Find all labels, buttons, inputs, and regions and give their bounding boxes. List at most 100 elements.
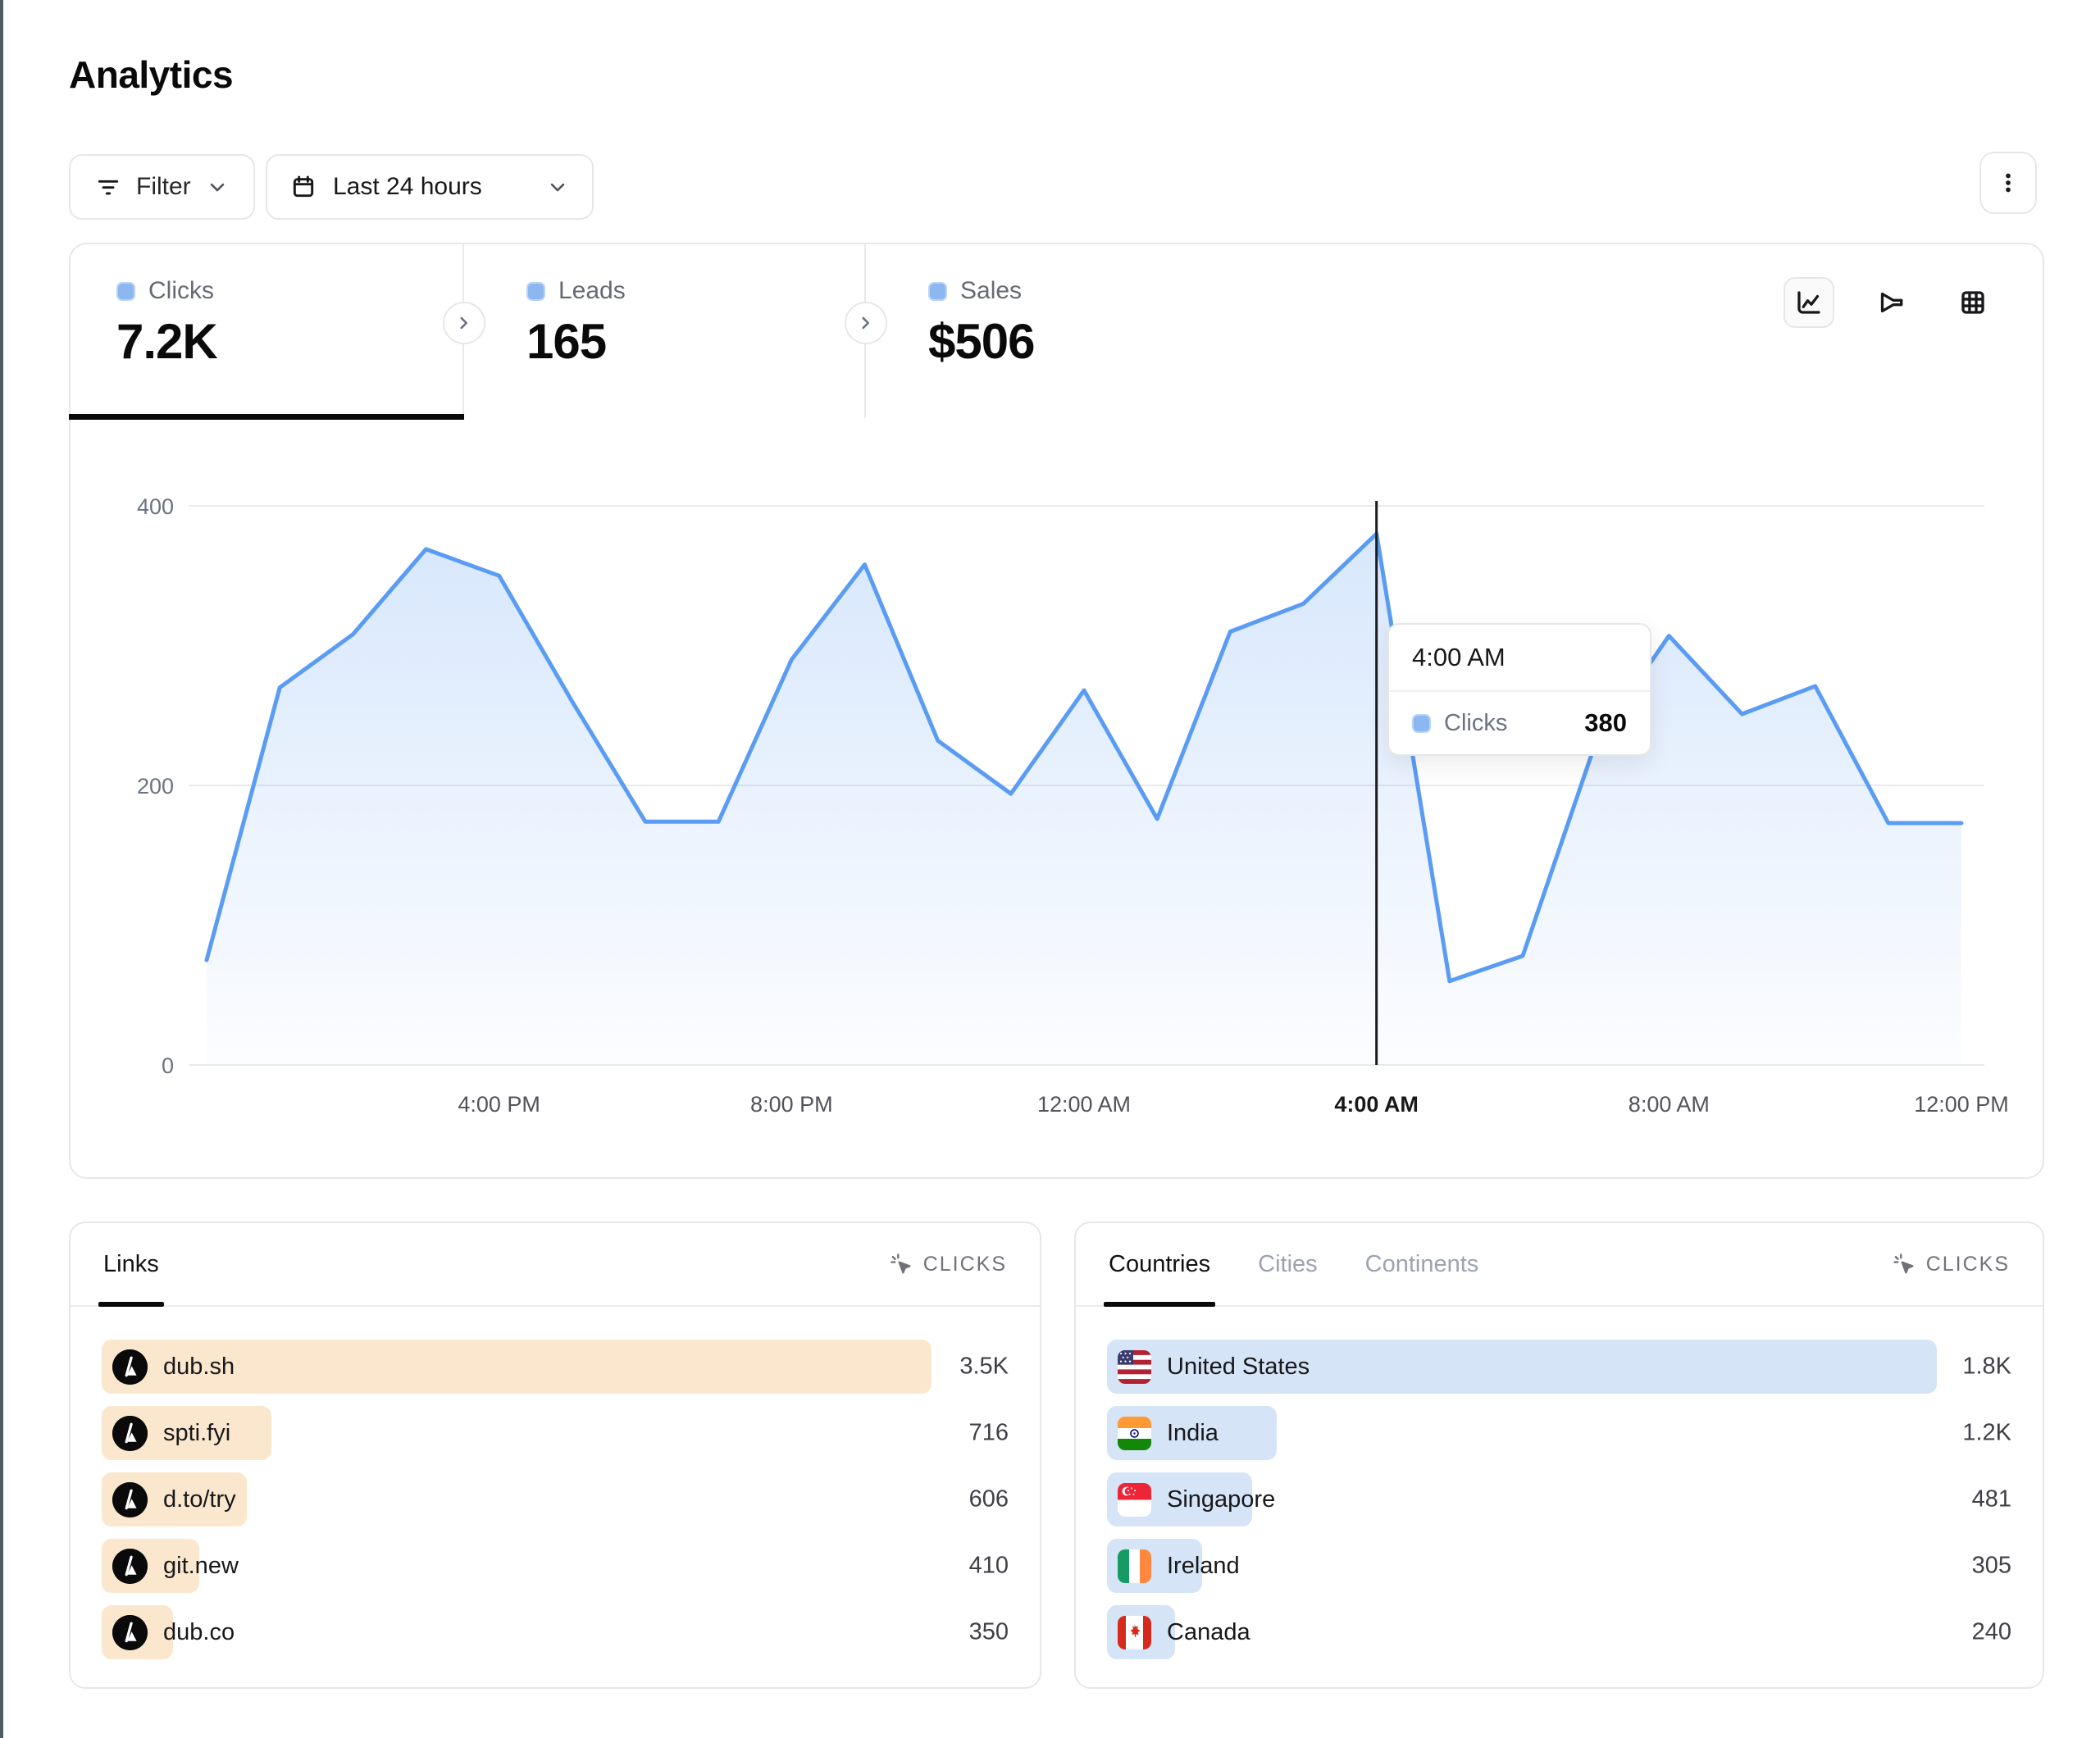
country-label: India [1167, 1419, 1219, 1446]
country-clicks-value: 240 [1971, 1618, 2011, 1645]
tooltip-value: 380 [1584, 708, 1627, 737]
country-row[interactable]: United States 1.8K [1107, 1340, 2011, 1394]
tooltip-clicks-swatch [1412, 713, 1431, 733]
filter-button-label: Filter [136, 173, 191, 200]
link-row[interactable]: d.to/try 606 [102, 1472, 1009, 1526]
link-clicks-value: 3.5K [959, 1353, 1009, 1380]
svg-text:8:00 PM: 8:00 PM [750, 1092, 833, 1117]
links-panel: Links CLICKS dub.sh [69, 1222, 1041, 1689]
line-chart-view-button[interactable] [1783, 277, 1834, 328]
link-row[interactable]: dub.sh 3.5K [102, 1340, 1009, 1394]
country-clicks-value: 1.8K [1962, 1353, 2011, 1380]
stat-tab-clicks[interactable]: Clicks 7.2K [69, 244, 464, 420]
tab-continents[interactable]: Continents [1364, 1250, 1479, 1277]
funnel-view-button[interactable] [1865, 277, 1916, 328]
countries-panel: Countries Cities Continents CLICKS [1074, 1222, 2044, 1689]
tooltip-divider [1389, 690, 1650, 692]
chevron-down-icon [206, 175, 229, 198]
table-view-button[interactable] [1947, 277, 1998, 328]
chevron-right-icon [862, 316, 870, 330]
dub-logo-icon [112, 1415, 148, 1451]
tooltip-series-label: Clicks [1444, 709, 1508, 736]
countries-metric-selector[interactable]: CLICKS [1892, 1252, 2010, 1276]
tooltip-time: 4:00 AM [1412, 643, 1506, 671]
link-label: dub.sh [163, 1353, 235, 1380]
stat-label: Clicks [148, 277, 214, 304]
link-label: dub.co [163, 1618, 235, 1645]
country-row[interactable]: India 1.2K [1107, 1406, 2011, 1460]
flag-united-states-icon [1118, 1349, 1151, 1384]
dub-logo-icon [112, 1614, 148, 1650]
country-label: Canada [1167, 1618, 1250, 1645]
link-label: spti.fyi [163, 1419, 231, 1446]
stat-value: $506 [928, 314, 1035, 369]
svg-text:12:00 AM: 12:00 AM [1037, 1092, 1131, 1117]
link-clicks-value: 716 [968, 1419, 1009, 1446]
svg-text:4:00 AM: 4:00 AM [1334, 1092, 1419, 1117]
link-label: d.to/try [163, 1485, 236, 1513]
country-row[interactable]: Singapore 481 [1107, 1472, 2011, 1526]
chevron-right-icon [460, 316, 468, 330]
date-range-button[interactable]: Last 24 hours [266, 154, 594, 220]
country-row[interactable]: Canada 240 [1107, 1605, 2011, 1659]
country-label: Singapore [1167, 1485, 1276, 1513]
dub-logo-icon [112, 1349, 148, 1385]
link-clicks-value: 606 [968, 1485, 1009, 1513]
svg-text:4:00 PM: 4:00 PM [458, 1092, 540, 1117]
svg-text:200: 200 [137, 774, 174, 798]
country-clicks-value: 1.2K [1962, 1419, 2011, 1446]
clicks-area-chart[interactable]: 0 200 400 4:00 PM 8:00 PM 12:00 AM 4:00 AM 8:00… [71, 418, 2046, 1179]
expand-sales-button[interactable] [845, 302, 887, 344]
filter-icon [95, 174, 121, 200]
countries-metric-label: CLICKS [1925, 1252, 2010, 1276]
flag-ireland-icon [1118, 1549, 1151, 1583]
cursor-click-icon [889, 1252, 913, 1276]
dub-logo-icon [112, 1548, 148, 1584]
stat-value: 165 [526, 314, 607, 369]
funnel-icon [1880, 292, 1903, 313]
tab-countries[interactable]: Countries [1103, 1223, 1216, 1307]
links-rows: dub.sh 3.5K spti.fyi 716 d.to/ [102, 1340, 1009, 1672]
dub-logo-icon [112, 1481, 148, 1517]
country-label: United States [1167, 1353, 1310, 1380]
svg-text:0: 0 [162, 1053, 174, 1078]
page-title: Analytics [69, 53, 234, 96]
stat-label: Sales [960, 277, 1023, 304]
kebab-menu-icon [1994, 169, 2022, 197]
links-panel-header: Links CLICKS [71, 1223, 1040, 1307]
countries-panel-header: Countries Cities Continents CLICKS [1076, 1223, 2043, 1307]
tab-cities[interactable]: Cities [1258, 1250, 1318, 1277]
stat-tab-sales[interactable]: Sales $506 [866, 244, 2044, 418]
expand-leads-button[interactable] [443, 302, 485, 344]
country-clicks-value: 305 [1971, 1552, 2011, 1579]
flag-singapore-icon [1118, 1482, 1151, 1517]
grid-icon [1961, 291, 1984, 314]
tab-links[interactable]: Links [98, 1223, 164, 1307]
link-row[interactable]: spti.fyi 716 [102, 1406, 1009, 1460]
leads-legend-swatch [526, 281, 545, 301]
date-range-label: Last 24 hours [333, 173, 482, 200]
links-metric-label: CLICKS [922, 1252, 1007, 1276]
link-row[interactable]: dub.co 350 [102, 1605, 1009, 1659]
country-row[interactable]: Ireland 305 [1107, 1539, 2011, 1593]
svg-text:400: 400 [137, 494, 174, 519]
link-row[interactable]: git.new 410 [102, 1539, 1009, 1593]
chevron-down-icon [546, 175, 569, 198]
chart-tooltip: 4:00 AM Clicks 380 [1387, 623, 1651, 756]
country-clicks-value: 481 [1971, 1485, 2011, 1513]
filter-button[interactable]: Filter [69, 154, 255, 220]
stat-value: 7.2K [116, 314, 218, 369]
country-label: Ireland [1167, 1552, 1240, 1579]
more-options-button[interactable] [1979, 152, 2037, 214]
countries-rows: United States 1.8K India 1.2K [1107, 1340, 2011, 1672]
sales-legend-swatch [928, 281, 947, 301]
svg-text:8:00 AM: 8:00 AM [1629, 1092, 1710, 1117]
link-clicks-value: 350 [968, 1618, 1009, 1645]
stat-tab-leads[interactable]: Leads 165 [464, 244, 866, 418]
flag-india-icon [1118, 1416, 1151, 1450]
link-clicks-value: 410 [968, 1552, 1009, 1579]
svg-text:12:00 PM: 12:00 PM [1914, 1092, 2009, 1117]
cursor-click-icon [1892, 1252, 1916, 1276]
clicks-legend-swatch [116, 281, 135, 301]
links-metric-selector[interactable]: CLICKS [889, 1252, 1007, 1276]
